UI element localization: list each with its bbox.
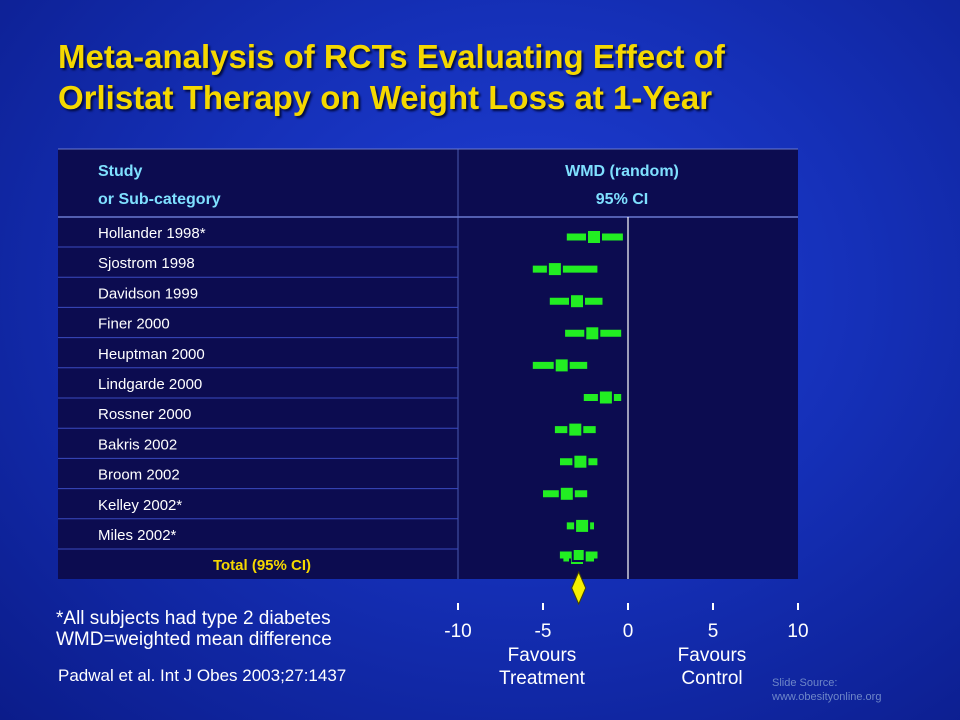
study-label: Lindgarde 2000 bbox=[98, 376, 202, 393]
favours-control-line2: Control bbox=[681, 668, 742, 689]
x-tick-label: 0 bbox=[623, 621, 634, 642]
study-label: Hollander 1998* bbox=[98, 225, 206, 242]
total-label: Total (95% CI) bbox=[213, 557, 311, 574]
slide-title: Meta-analysis of RCTs Evaluating Effect … bbox=[58, 36, 918, 118]
x-tick-label: 10 bbox=[787, 621, 808, 642]
favours-control-line1: Favours bbox=[678, 645, 747, 666]
title-line-1: Meta-analysis of RCTs Evaluating Effect … bbox=[58, 38, 725, 75]
point-estimate bbox=[597, 389, 614, 406]
point-estimate bbox=[584, 325, 601, 342]
point-estimate bbox=[586, 229, 602, 245]
title-line-2: Orlistat Therapy on Weight Loss at 1-Yea… bbox=[58, 79, 713, 116]
x-tick-label: -5 bbox=[535, 621, 552, 642]
footnote-wmd: WMD=weighted mean difference bbox=[56, 629, 332, 650]
point-estimate bbox=[574, 517, 591, 534]
point-estimate bbox=[553, 357, 570, 374]
table-background bbox=[58, 148, 798, 579]
favours-treatment-line2: Treatment bbox=[499, 668, 586, 689]
point-estimate bbox=[569, 293, 585, 310]
summary-diamond bbox=[571, 570, 587, 606]
favours-treatment-line1: Favours bbox=[508, 645, 577, 666]
point-estimate bbox=[558, 485, 575, 502]
point-estimate bbox=[546, 261, 563, 278]
study-label: Sjostrom 1998 bbox=[98, 255, 195, 272]
source-url: www.obesityonline.org bbox=[772, 691, 882, 703]
study-label: Broom 2002 bbox=[98, 467, 180, 484]
study-label: Rossner 2000 bbox=[98, 406, 191, 423]
header-subcategory: or Sub-category bbox=[98, 191, 221, 208]
header-ci: 95% CI bbox=[596, 191, 648, 208]
x-axis: -10 -5 0 5 10 bbox=[444, 603, 809, 642]
source-label: Slide Source: bbox=[772, 677, 838, 689]
study-label: Heuptman 2000 bbox=[98, 346, 205, 363]
citation: Padwal et al. Int J Obes 2003;27:1437 bbox=[58, 666, 347, 685]
study-column-bg bbox=[58, 149, 458, 579]
point-estimate bbox=[572, 453, 589, 470]
footnote-diabetes: *All subjects had type 2 diabetes bbox=[56, 608, 331, 629]
slide-source: Slide Source: www.obesityonline.org bbox=[772, 676, 881, 704]
study-label: Finer 2000 bbox=[98, 316, 170, 333]
study-rows: Hollander 1998* Sjostrom 1998 Davidson 199… bbox=[58, 225, 458, 574]
footnotes: *All subjects had type 2 diabetes WMD=we… bbox=[56, 608, 332, 650]
total-point-estimate bbox=[571, 548, 586, 562]
header-study: Study bbox=[98, 163, 143, 180]
x-tick-label: 5 bbox=[708, 621, 719, 642]
study-label: Bakris 2002 bbox=[98, 436, 177, 453]
x-tick-label: -10 bbox=[444, 621, 471, 642]
forest-marks bbox=[532, 217, 629, 606]
study-label: Davidson 1999 bbox=[98, 285, 198, 302]
study-label: Kelley 2002* bbox=[98, 497, 182, 514]
point-estimate bbox=[567, 421, 584, 438]
header-wmd: WMD (random) bbox=[565, 163, 679, 180]
study-label: Miles 2002* bbox=[98, 527, 177, 544]
